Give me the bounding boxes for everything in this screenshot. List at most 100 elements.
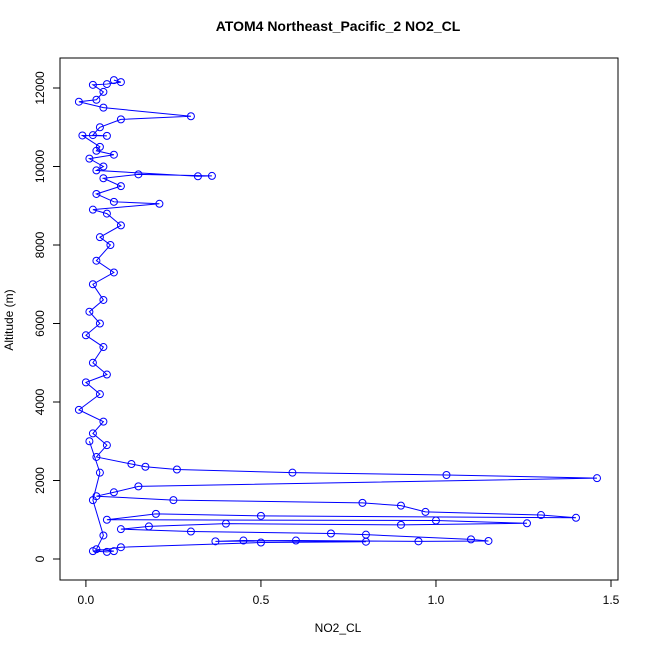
data-point — [155, 199, 164, 208]
data-point — [88, 80, 97, 89]
data-point — [256, 538, 265, 547]
data-point — [116, 182, 125, 191]
data-point — [88, 280, 97, 289]
data-point — [99, 162, 108, 171]
data-point — [221, 519, 230, 528]
data-point — [134, 170, 143, 179]
data-point — [466, 535, 475, 544]
data-point — [88, 205, 97, 214]
data-point — [92, 166, 101, 175]
x-axis-label: NO2_CL — [315, 621, 362, 635]
data-point — [99, 343, 108, 352]
data-point — [116, 525, 125, 534]
profile-line — [77, 79, 598, 553]
data-point — [102, 209, 111, 218]
data-point — [421, 507, 430, 516]
data-point — [571, 513, 580, 522]
data-point — [92, 256, 101, 265]
data-point — [109, 488, 118, 497]
data-point — [144, 522, 153, 531]
data-point — [92, 452, 101, 461]
data-point — [592, 474, 601, 483]
data-point — [116, 78, 125, 87]
data-point — [102, 441, 111, 450]
data-point — [88, 429, 97, 438]
data-point — [95, 390, 104, 399]
data-point — [88, 358, 97, 367]
data-point — [99, 103, 108, 112]
y-tick-label: 2000 — [33, 467, 47, 494]
data-point — [99, 417, 108, 426]
data-point — [92, 189, 101, 198]
data-point — [361, 537, 370, 546]
y-tick-label: 4000 — [33, 388, 47, 415]
data-point — [256, 511, 265, 520]
plot-frame — [59, 57, 619, 581]
data-point — [326, 529, 335, 538]
data-point — [74, 405, 83, 414]
data-point — [102, 80, 111, 89]
data-point — [211, 537, 220, 546]
data-point — [127, 460, 136, 469]
data-point — [109, 547, 118, 556]
data-point — [102, 370, 111, 379]
data-point — [207, 171, 216, 180]
data-point — [442, 471, 451, 480]
data-point — [81, 331, 90, 340]
data-point — [109, 268, 118, 277]
data-point — [102, 131, 111, 140]
data-point — [186, 527, 195, 536]
data-point — [74, 97, 83, 106]
data-point — [99, 87, 108, 96]
data-point — [169, 496, 178, 505]
y-axis-label: Altitude (m) — [2, 289, 16, 350]
data-point — [109, 76, 118, 85]
data-point — [193, 172, 202, 181]
data-point — [99, 295, 108, 304]
data-point — [95, 468, 104, 477]
y-tick-label: 8000 — [33, 231, 47, 258]
data-point — [85, 307, 94, 316]
chart-title: ATOM4 Northeast_Pacific_2 NO2_CL — [216, 18, 461, 34]
data-point — [288, 468, 297, 477]
data-point — [99, 174, 108, 183]
y-tick-label: 6000 — [33, 310, 47, 337]
data-point — [522, 519, 531, 528]
data-point — [92, 95, 101, 104]
data-point — [291, 536, 300, 545]
x-tick-label: 1.0 — [428, 593, 445, 607]
data-point — [172, 465, 181, 474]
data-point — [186, 112, 195, 121]
y-tick-label: 0 — [33, 555, 47, 562]
data-point — [99, 531, 108, 540]
data-point — [85, 154, 94, 163]
data-point — [109, 150, 118, 159]
data-point — [81, 378, 90, 387]
data-point — [78, 131, 87, 140]
data-point — [141, 462, 150, 471]
data-point — [92, 545, 101, 554]
data-point — [431, 516, 440, 525]
data-point — [239, 536, 248, 545]
data-point — [106, 240, 115, 249]
data-point — [88, 131, 97, 140]
data-point — [358, 498, 367, 507]
data-point — [92, 146, 101, 155]
data-point — [484, 536, 493, 545]
data-point — [116, 221, 125, 230]
data-point — [116, 543, 125, 552]
data-point — [396, 501, 405, 510]
data-point — [88, 496, 97, 505]
data-point — [95, 233, 104, 242]
x-tick-label: 1.5 — [603, 593, 620, 607]
data-point — [95, 319, 104, 328]
data-point — [109, 197, 118, 206]
x-tick-label: 0.0 — [78, 593, 95, 607]
data-point — [95, 123, 104, 132]
data-point — [396, 520, 405, 529]
data-point — [536, 511, 545, 520]
data-point — [134, 482, 143, 491]
data-point — [116, 115, 125, 124]
data-point — [414, 537, 423, 546]
